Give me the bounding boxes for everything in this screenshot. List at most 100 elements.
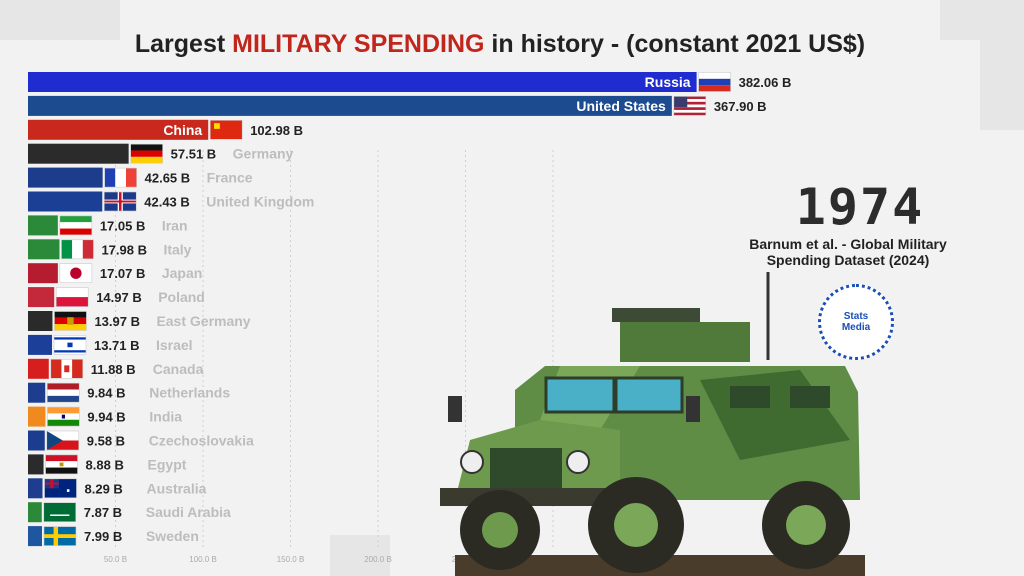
bar-east-germany [28, 311, 53, 331]
value-label: 42.43 B [144, 195, 190, 210]
value-label: 7.87 B [84, 505, 122, 520]
logo-line-2: Media [841, 322, 871, 333]
value-label: 8.29 B [85, 481, 123, 496]
chart-title: Largest MILITARY SPENDING in history - (… [0, 30, 1000, 59]
bar-saudi-arabia [28, 502, 42, 523]
category-label: Germany [233, 146, 294, 162]
bar-poland [28, 287, 55, 308]
tick-label: 100.0 B [189, 555, 217, 564]
value-label: 17.07 B [100, 266, 146, 281]
category-label: Japan [162, 265, 202, 281]
value-label: 9.58 B [87, 434, 125, 449]
category-label: India [149, 409, 182, 425]
bar-russia [28, 72, 697, 92]
bar-germany [28, 143, 129, 164]
decor-block [0, 0, 120, 40]
title-part2: in history - (constant 2021 US$) [484, 30, 866, 58]
flag-icon-sweden [43, 526, 77, 546]
stats-media-logo: Stats Media [818, 284, 894, 360]
logo-line-1: Stats [843, 311, 869, 322]
bar-usa [28, 95, 672, 116]
flag-icon-germany [130, 143, 163, 164]
bar-china [28, 119, 209, 140]
category-label: Netherlands [149, 385, 230, 401]
bar-uk [28, 191, 103, 212]
category-label: Poland [158, 289, 205, 305]
value-label: 17.05 B [100, 218, 146, 233]
value-label: 9.94 B [87, 410, 125, 425]
value-label: 9.84 B [87, 386, 125, 401]
flag-icon-japan [59, 263, 93, 284]
bar-canada [28, 358, 49, 379]
bar-sweden [28, 526, 42, 547]
year-label: 1974 [795, 178, 925, 236]
source-line-2: Spending Dataset (2024) [766, 252, 930, 268]
flag-icon-poland [55, 287, 89, 307]
category-label: Russia [645, 74, 691, 90]
value-label: 14.97 B [96, 290, 142, 305]
category-label: United Kingdom [206, 194, 314, 210]
flag-icon-netherlands [46, 382, 80, 403]
decor-block [980, 40, 1024, 130]
category-label: France [207, 170, 253, 186]
category-label: United States [576, 98, 666, 114]
decor-block [940, 0, 1024, 40]
flag-icon-canada [50, 358, 84, 379]
value-label: 367.90 B [714, 99, 767, 114]
category-label: Australia [147, 480, 207, 496]
tick-label: 200.0 B [364, 555, 392, 564]
flag-icon-east-germany [54, 311, 87, 331]
value-label: 7.99 B [84, 529, 122, 544]
bar-australia [28, 478, 43, 499]
bar-iran [28, 215, 58, 236]
category-label: Israel [156, 337, 193, 353]
title-highlight: MILITARY SPENDING [232, 30, 485, 58]
value-label: 11.88 B [91, 362, 136, 377]
bar-italy [28, 239, 60, 260]
flag-icon-italy [61, 239, 94, 260]
flag-icon-egypt [45, 454, 78, 475]
flag-icon-australia [44, 478, 77, 499]
flag-icon-uk [103, 191, 137, 212]
category-label: China [163, 122, 202, 138]
value-label: 42.65 B [145, 171, 191, 186]
bar-france [28, 167, 103, 188]
value-label: 13.71 B [94, 338, 140, 353]
value-label: 382.06 B [739, 75, 792, 90]
category-label: East Germany [156, 313, 250, 329]
bar-israel [28, 334, 52, 355]
flag-icon-france [104, 167, 137, 188]
title-part1: Largest [134, 30, 233, 58]
bar-netherlands [28, 382, 46, 403]
category-label: Egypt [148, 456, 187, 472]
flag-icon-saudi-arabia [43, 502, 77, 523]
tick-label: 150.0 B [277, 555, 305, 564]
bar-czechoslovakia [28, 430, 45, 451]
bar-india [28, 406, 46, 427]
category-label: Canada [153, 361, 204, 377]
source-note: Barnum et al. - Global Military Spending… [728, 236, 968, 268]
category-label: Saudi Arabia [146, 504, 231, 520]
value-label: 13.97 B [94, 314, 140, 329]
flag-icon-russia [698, 72, 731, 92]
category-label: Sweden [146, 528, 199, 544]
flag-icon-india [47, 406, 80, 427]
bar-egypt [28, 454, 44, 475]
value-label: 17.98 B [101, 242, 147, 257]
flag-icon-china [209, 120, 243, 140]
category-label: Czechoslovakia [149, 433, 254, 449]
value-label: 8.88 B [86, 457, 124, 472]
flag-icon-czechoslovakia [46, 430, 80, 451]
flag-icon-usa [673, 96, 707, 116]
tick-label: 50.0 B [104, 555, 127, 564]
source-line-1: Barnum et al. - Global Military [749, 236, 947, 252]
bar-japan [28, 263, 58, 284]
flag-icon-iran [59, 215, 93, 236]
category-label: Iran [162, 217, 188, 233]
value-label: 57.51 B [171, 147, 217, 162]
value-label: 102.98 B [250, 123, 303, 138]
category-label: Italy [163, 241, 191, 257]
